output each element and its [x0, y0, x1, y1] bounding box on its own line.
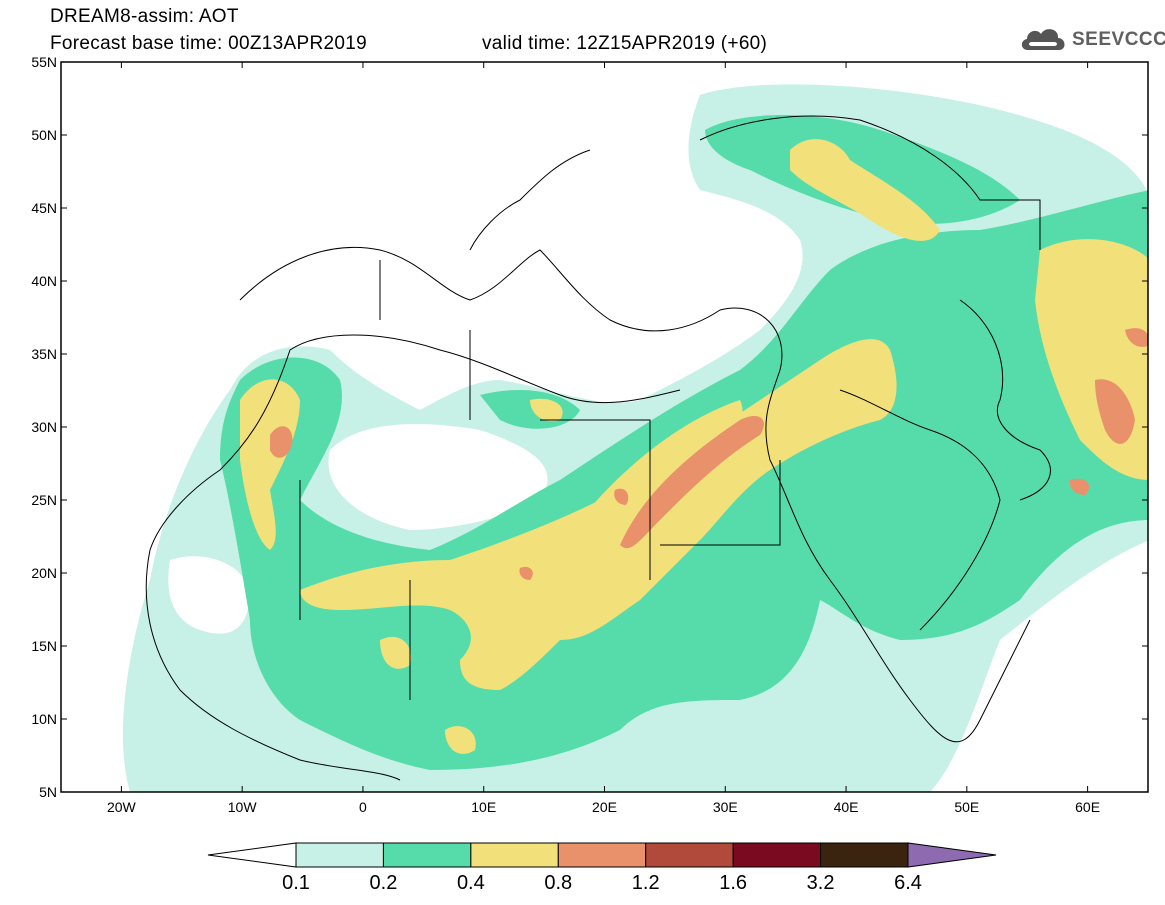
logo-text: SEEVCCC [1072, 29, 1165, 50]
lat-tick-label: 5N [39, 784, 57, 800]
valid-time: valid time: 12Z15APR2019 (+60) [482, 33, 768, 54]
colorbar-label: 0.1 [282, 872, 310, 894]
lat-tick-label: 40N [31, 273, 57, 289]
lat-tick-label: 10N [31, 711, 57, 727]
lon-tick-label: 50E [954, 799, 979, 815]
colorbar-segment [295, 842, 384, 868]
lon-tick-label: 30E [713, 799, 738, 815]
colorbar-segment [732, 842, 822, 868]
title-line-2: Forecast base time: 00Z13APR2019 [50, 33, 367, 54]
colorbar-label: 0.4 [456, 872, 485, 894]
lat-tick-label: 55N [31, 54, 57, 70]
lat-tick-label: 35N [31, 346, 57, 362]
lon-tick-label: 60E [1075, 799, 1100, 815]
colorbar-segment [382, 842, 472, 868]
colorbar-label: 0.2 [369, 872, 398, 894]
colorbar-under-triangle [207, 842, 297, 868]
lon-tick-label: 0 [359, 799, 367, 815]
cloud-icon [1021, 29, 1065, 50]
colorbar-label: 3.2 [806, 872, 835, 894]
colorbar-segment [470, 842, 559, 868]
coastlines [145, 115, 1051, 781]
colorbar-over-triangle [907, 842, 997, 868]
lat-tick-label: 30N [31, 419, 57, 435]
lat-tick-label: 25N [31, 492, 57, 508]
aot-clear-areas [168, 229, 803, 634]
lat-tick-label: 15N [31, 638, 57, 654]
lon-tick-label: 40E [834, 799, 859, 815]
colorbar-segment [645, 842, 734, 868]
colorbar-label: 1.2 [631, 872, 660, 894]
colorbar-segment [820, 842, 909, 868]
lat-tick-label: 20N [31, 565, 57, 581]
colorbar-label: 0.8 [544, 872, 573, 894]
lon-tick-label: 10W [228, 799, 258, 815]
title-line-1: DREAM8-assim: AOT [50, 6, 239, 27]
colorbar-label: 6.4 [894, 872, 922, 894]
lon-tick-label: 20W [107, 799, 137, 815]
aot-band-0.8 [270, 328, 1148, 580]
lat-tick-label: 50N [31, 127, 57, 143]
lon-tick-label: 20E [592, 799, 617, 815]
axis-ticks: 55N 50N 45N 40N 35N 30N 25N 20N 15N 10N 5N 20W 10W 0 1… [31, 54, 1148, 815]
colorbar [207, 842, 997, 868]
colorbar-segment [557, 842, 647, 868]
lat-tick-label: 45N [31, 200, 57, 216]
aot-fields [122, 84, 1148, 792]
lon-tick-label: 10E [471, 799, 496, 815]
seevccc-logo: SEEVCCC [1018, 22, 1165, 56]
colorbar-label: 1.6 [719, 872, 748, 894]
